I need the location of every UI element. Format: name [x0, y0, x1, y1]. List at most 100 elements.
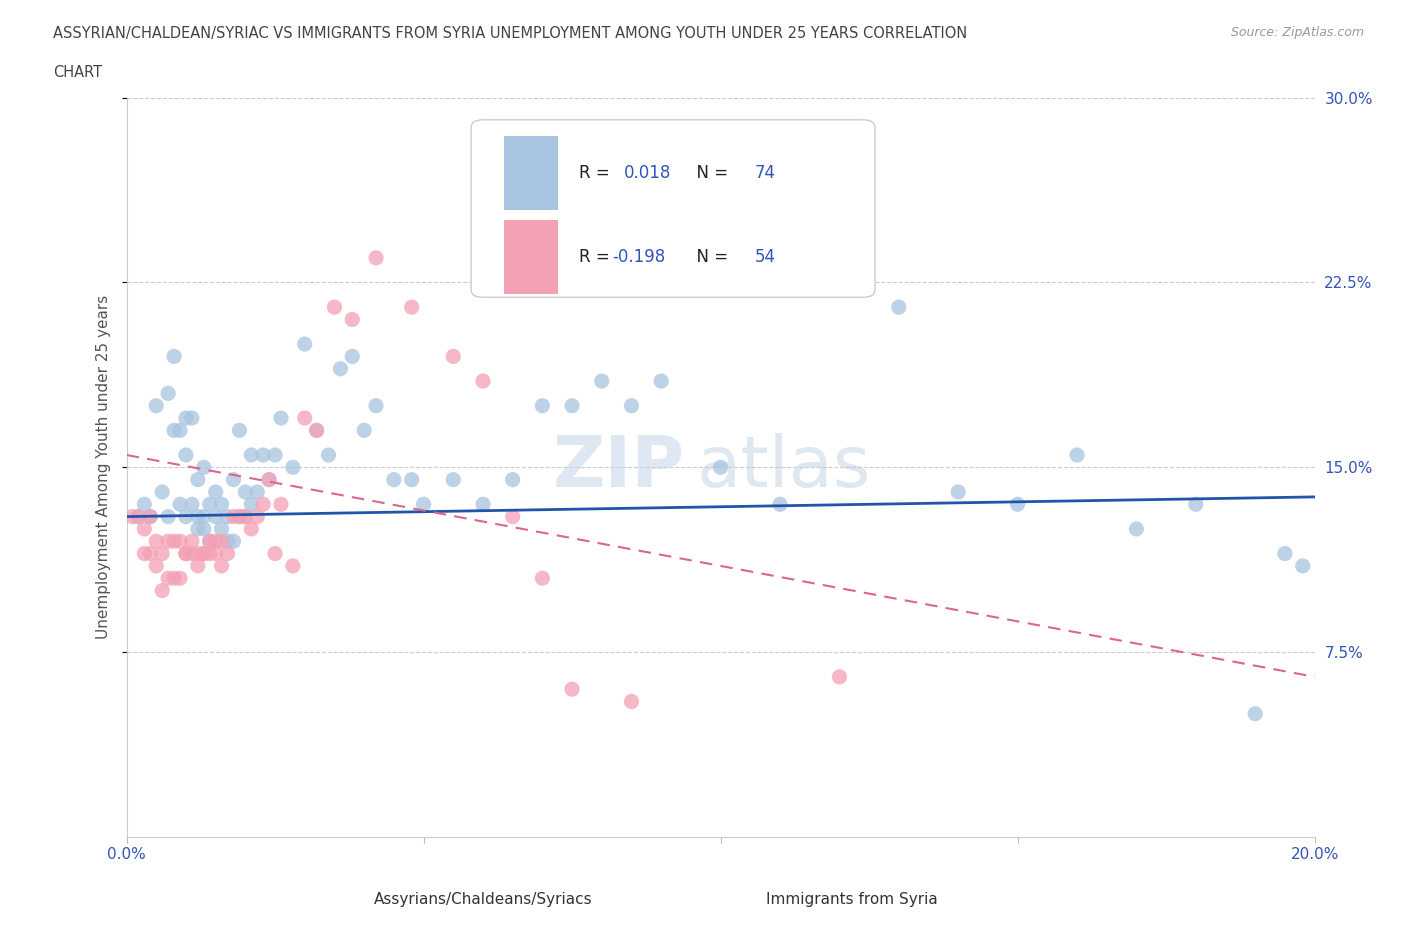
Point: [364, 398, 387, 413]
Point: [233, 510, 256, 525]
Point: [139, 510, 162, 525]
Point: [412, 497, 434, 512]
Point: [187, 522, 209, 537]
Text: Immigrants from Syria: Immigrants from Syria: [766, 893, 938, 908]
Point: [329, 361, 352, 376]
Point: [264, 447, 287, 462]
Point: [591, 374, 613, 389]
Point: [281, 558, 304, 573]
Point: [1184, 497, 1206, 512]
Point: [531, 398, 554, 413]
Point: [157, 386, 180, 401]
Point: [257, 472, 280, 487]
Point: [211, 534, 233, 549]
Point: [187, 546, 209, 561]
Point: [198, 534, 221, 549]
Text: Source: ZipAtlas.com: Source: ZipAtlas.com: [1230, 26, 1364, 39]
Point: [180, 546, 202, 561]
Point: [134, 522, 156, 537]
Point: [228, 510, 250, 525]
Point: [145, 534, 167, 549]
Point: [561, 682, 583, 697]
Point: [709, 460, 731, 474]
Point: [531, 571, 554, 586]
Bar: [720, 884, 756, 916]
Bar: [505, 136, 558, 210]
Point: [887, 299, 910, 314]
Point: [1007, 497, 1029, 512]
Point: [1244, 707, 1267, 722]
Point: [1292, 558, 1315, 573]
Point: [246, 485, 269, 499]
Point: [217, 510, 239, 525]
Point: [1066, 447, 1088, 462]
Text: 0.018: 0.018: [624, 164, 672, 181]
Point: [187, 558, 209, 573]
Point: [240, 447, 263, 462]
Point: [134, 497, 156, 512]
Point: [502, 472, 524, 487]
Point: [204, 510, 226, 525]
Text: N =: N =: [686, 164, 734, 181]
Point: [828, 670, 851, 684]
Bar: [329, 884, 364, 916]
Point: [157, 571, 180, 586]
Point: [217, 534, 239, 549]
Point: [198, 534, 221, 549]
Point: [174, 546, 197, 561]
Point: [174, 447, 197, 462]
Point: [217, 546, 239, 561]
Point: [198, 546, 221, 561]
Point: [305, 423, 328, 438]
Point: [180, 534, 202, 549]
Point: [139, 546, 162, 561]
Text: R =: R =: [579, 164, 616, 181]
Point: [294, 411, 316, 426]
Point: [246, 510, 269, 525]
Point: [180, 497, 202, 512]
Point: [1274, 546, 1296, 561]
Point: [211, 497, 233, 512]
Point: [441, 472, 464, 487]
Point: [163, 571, 186, 586]
Point: [353, 423, 375, 438]
Point: [150, 485, 173, 499]
Point: [187, 510, 209, 525]
Point: [228, 423, 250, 438]
Text: atlas: atlas: [697, 432, 872, 502]
Point: [342, 349, 364, 364]
Point: [305, 423, 328, 438]
Point: [294, 337, 316, 352]
Point: [145, 558, 167, 573]
Point: [318, 447, 340, 462]
FancyBboxPatch shape: [471, 120, 875, 298]
Point: [169, 534, 191, 549]
Point: [169, 497, 191, 512]
Point: [204, 485, 226, 499]
Point: [193, 510, 215, 525]
Text: R =: R =: [579, 248, 616, 266]
Point: [121, 510, 143, 525]
Point: [187, 472, 209, 487]
Point: [193, 546, 215, 561]
Point: [174, 411, 197, 426]
Point: [204, 534, 226, 549]
Point: [163, 534, 186, 549]
Point: [211, 558, 233, 573]
Point: [180, 411, 202, 426]
Point: [561, 398, 583, 413]
Point: [150, 546, 173, 561]
Point: [134, 546, 156, 561]
Point: [169, 571, 191, 586]
Point: [281, 460, 304, 474]
Point: [228, 510, 250, 525]
Point: [193, 546, 215, 561]
Point: [222, 472, 245, 487]
Point: [364, 250, 387, 265]
Point: [1125, 522, 1147, 537]
Point: [163, 349, 186, 364]
Point: [240, 497, 263, 512]
Text: 74: 74: [755, 164, 776, 181]
Point: [139, 510, 162, 525]
Point: [174, 546, 197, 561]
